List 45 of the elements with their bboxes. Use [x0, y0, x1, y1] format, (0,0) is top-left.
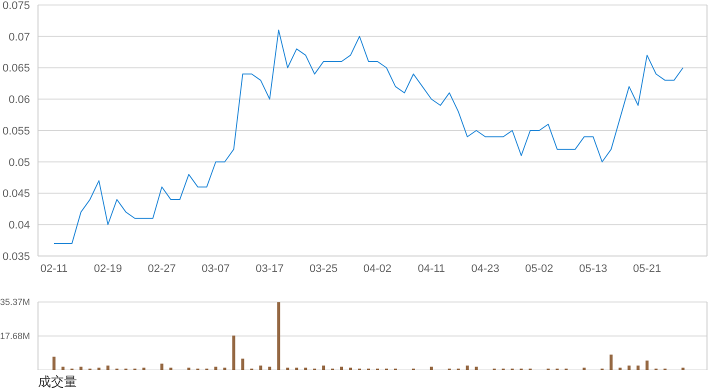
- x-axis-title: 成交量: [38, 373, 77, 391]
- bar: [646, 360, 649, 370]
- y-tick-label: 17.68M: [0, 331, 30, 342]
- x-tick-label: 05-02: [525, 262, 554, 275]
- x-tick-label: 05-21: [632, 262, 662, 275]
- bar: [160, 364, 164, 370]
- bar: [214, 366, 218, 370]
- y-tick-label: 0.06: [8, 94, 30, 106]
- y-tick-label: 0.035: [2, 250, 30, 263]
- y-tick-label: 0.075: [2, 0, 30, 12]
- bar: [52, 356, 56, 370]
- bar: [610, 354, 613, 370]
- line-series: [53, 30, 684, 244]
- bar: [61, 366, 64, 370]
- x-tick-label: 02-11: [40, 262, 68, 275]
- y-tick-label: 0.04: [8, 220, 30, 232]
- y-tick-label: 0.05: [8, 156, 30, 169]
- bar: [636, 366, 640, 370]
- bar: [628, 366, 631, 370]
- y-tick-label: 0.065: [2, 62, 30, 75]
- bar: [259, 366, 262, 370]
- bar: [79, 366, 82, 370]
- y-tick-label: 35.37M: [0, 297, 30, 308]
- bar: [430, 366, 433, 370]
- bar: [322, 366, 326, 370]
- bar: [466, 366, 469, 370]
- x-tick-label: 04-23: [471, 262, 500, 275]
- y-tick-label: 0.045: [2, 188, 30, 200]
- bar: [340, 366, 344, 370]
- y-tick-label: 0.07: [8, 31, 30, 44]
- x-tick-label: 05-13: [579, 262, 608, 275]
- x-tick-label: 03-25: [310, 262, 338, 275]
- x-tick-label: 02-27: [148, 262, 176, 275]
- y-tick-label: 0.055: [2, 125, 30, 138]
- x-tick-label: 03-07: [202, 262, 230, 275]
- bar: [241, 358, 244, 370]
- x-tick-label: 02-19: [94, 262, 122, 275]
- bar: [268, 366, 272, 370]
- bar: [106, 366, 110, 370]
- x-tick-label: 04-02: [363, 262, 392, 275]
- bar: [277, 302, 280, 370]
- x-tick-label: 04-11: [418, 262, 446, 275]
- bar: [232, 336, 236, 370]
- bar: [474, 366, 478, 370]
- x-tick-label: 03-17: [256, 262, 284, 275]
